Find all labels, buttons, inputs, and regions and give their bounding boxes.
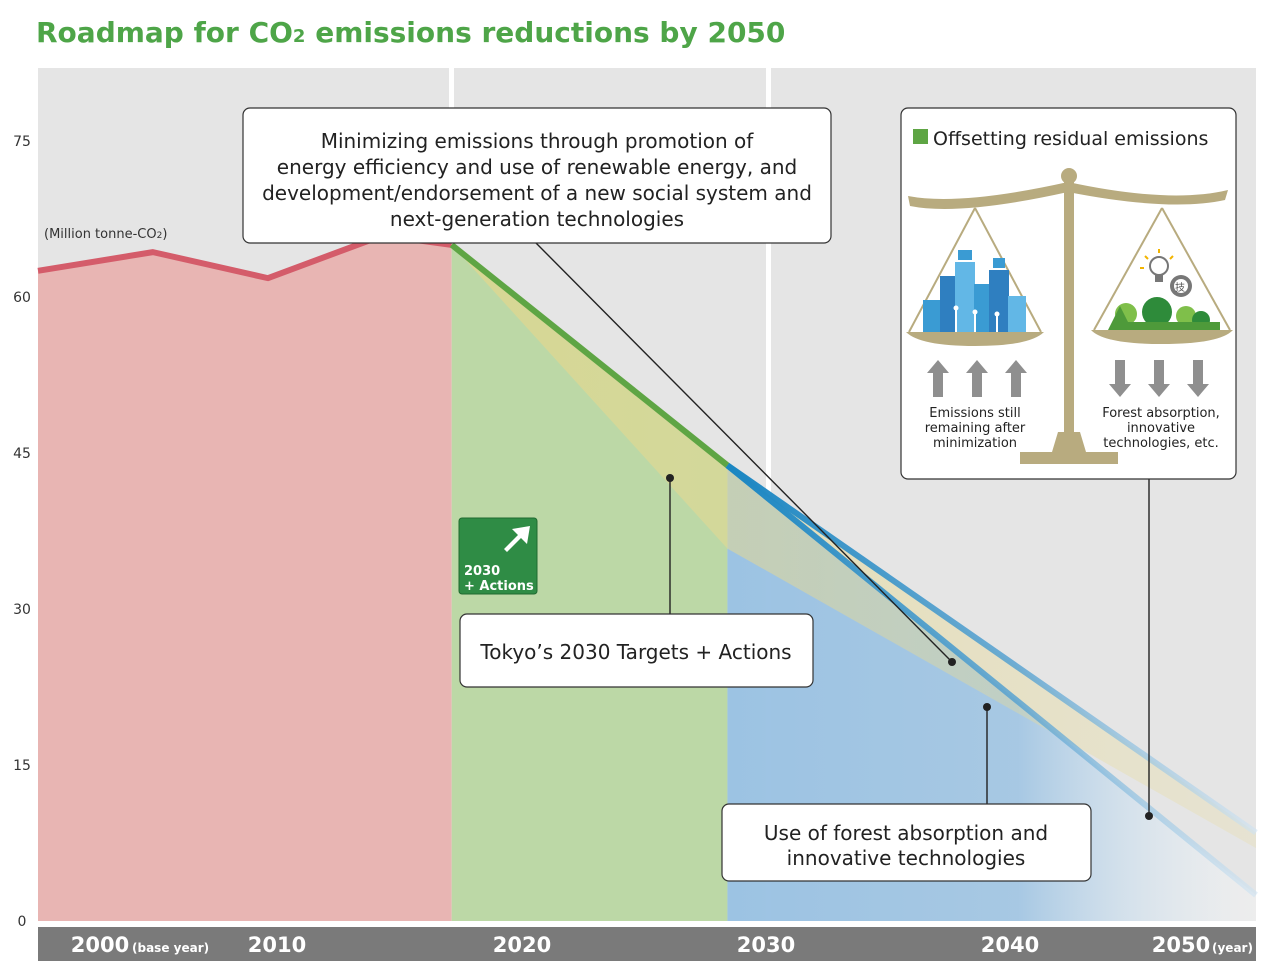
badge-2030-actions: 2030 + Actions xyxy=(458,517,538,595)
gear-icon-glyph: 技 xyxy=(1175,281,1185,294)
line-2050-upper xyxy=(725,462,1258,836)
x-tick-label: 2020 xyxy=(493,933,551,957)
callout-minimizing-line-2: energy efficiency and use of renewable e… xyxy=(277,155,797,179)
legend-offset-text: Offsetting residual emissions xyxy=(933,128,1208,150)
leader-targets-dot xyxy=(666,474,674,482)
leader-minimizing xyxy=(535,242,953,663)
x-axis: 2000 2010 2020 2030 2040 2050 (base year) (year… xyxy=(71,933,1253,957)
leader-forest-dot xyxy=(983,703,991,711)
area-offset-wedge xyxy=(451,244,1256,849)
line-2050-lower xyxy=(725,463,1258,898)
y-axis-unit-label: (Million tonne-CO2) xyxy=(44,227,167,242)
y-tick-label: 15 xyxy=(13,758,31,774)
left-caption-line-1: Emissions still xyxy=(929,406,1020,421)
y-tick-label: 45 xyxy=(13,446,31,462)
x-tick-label: 2030 xyxy=(737,933,795,957)
forest-tech-icon: 技 xyxy=(1108,249,1220,330)
legend-swatch-offset xyxy=(913,129,928,144)
offset-panel: Offsetting residual emissions xyxy=(900,107,1237,480)
leader-minimizing-dot xyxy=(948,658,956,666)
x-tick-label: 2010 xyxy=(248,933,306,957)
badge-line-1: 2030 xyxy=(464,564,500,579)
x-note-base-year: (base year) xyxy=(132,941,209,955)
down-arrows-icon xyxy=(1109,360,1209,397)
x-tick-label: 2040 xyxy=(981,933,1039,957)
callout-leaders xyxy=(535,242,1153,820)
callout-minimizing-line-4: next-generation technologies xyxy=(390,207,684,231)
callout-minimizing-line-1: Minimizing emissions through promotion o… xyxy=(321,129,755,153)
y-axis: 0 15 30 45 60 75 xyxy=(13,134,31,930)
line-2030-target xyxy=(449,242,730,468)
y-tick-label: 0 xyxy=(18,914,27,930)
right-caption-line-1: Forest absorption, xyxy=(1102,406,1220,421)
callout-forest-line-2: innovative technologies xyxy=(787,846,1026,870)
line-layer xyxy=(37,232,1258,898)
chart-title: Roadmap for CO2 emissions reductions by … xyxy=(36,16,785,49)
city-buildings-icon xyxy=(923,250,1026,332)
x-tick-label: 2050 xyxy=(1152,933,1210,957)
area-historical xyxy=(38,235,452,922)
arrow-up-right-icon xyxy=(504,526,530,552)
left-caption-line-2: remaining after xyxy=(925,421,1026,436)
x-tick-label: 2000 xyxy=(71,933,129,957)
y-tick-label: 60 xyxy=(13,290,31,306)
left-caption-line-3: minimization xyxy=(933,436,1017,451)
callout-minimizing: Minimizing emissions through promotion o… xyxy=(242,107,832,244)
callout-forest-line-1: Use of forest absorption and xyxy=(764,821,1048,845)
up-arrows-icon xyxy=(927,360,1027,397)
callout-targets-text: Tokyo’s 2030 Targets + Actions xyxy=(479,640,791,664)
callout-minimizing-line-3: development/endorsement of a new social … xyxy=(262,181,812,205)
x-axis-bar xyxy=(38,927,1256,961)
x-note-year-unit: (year) xyxy=(1212,941,1253,955)
badge-line-2: + Actions xyxy=(464,579,534,594)
callout-targets: Tokyo’s 2030 Targets + Actions xyxy=(459,613,814,688)
callout-forest: Use of forest absorption and innovative … xyxy=(721,803,1092,882)
right-caption-line-2: innovative xyxy=(1127,421,1195,436)
y-tick-label: 30 xyxy=(13,602,31,618)
y-tick-label: 75 xyxy=(13,134,31,150)
right-caption-line-3: technologies, etc. xyxy=(1103,436,1219,451)
leader-offset-dot xyxy=(1145,812,1153,820)
